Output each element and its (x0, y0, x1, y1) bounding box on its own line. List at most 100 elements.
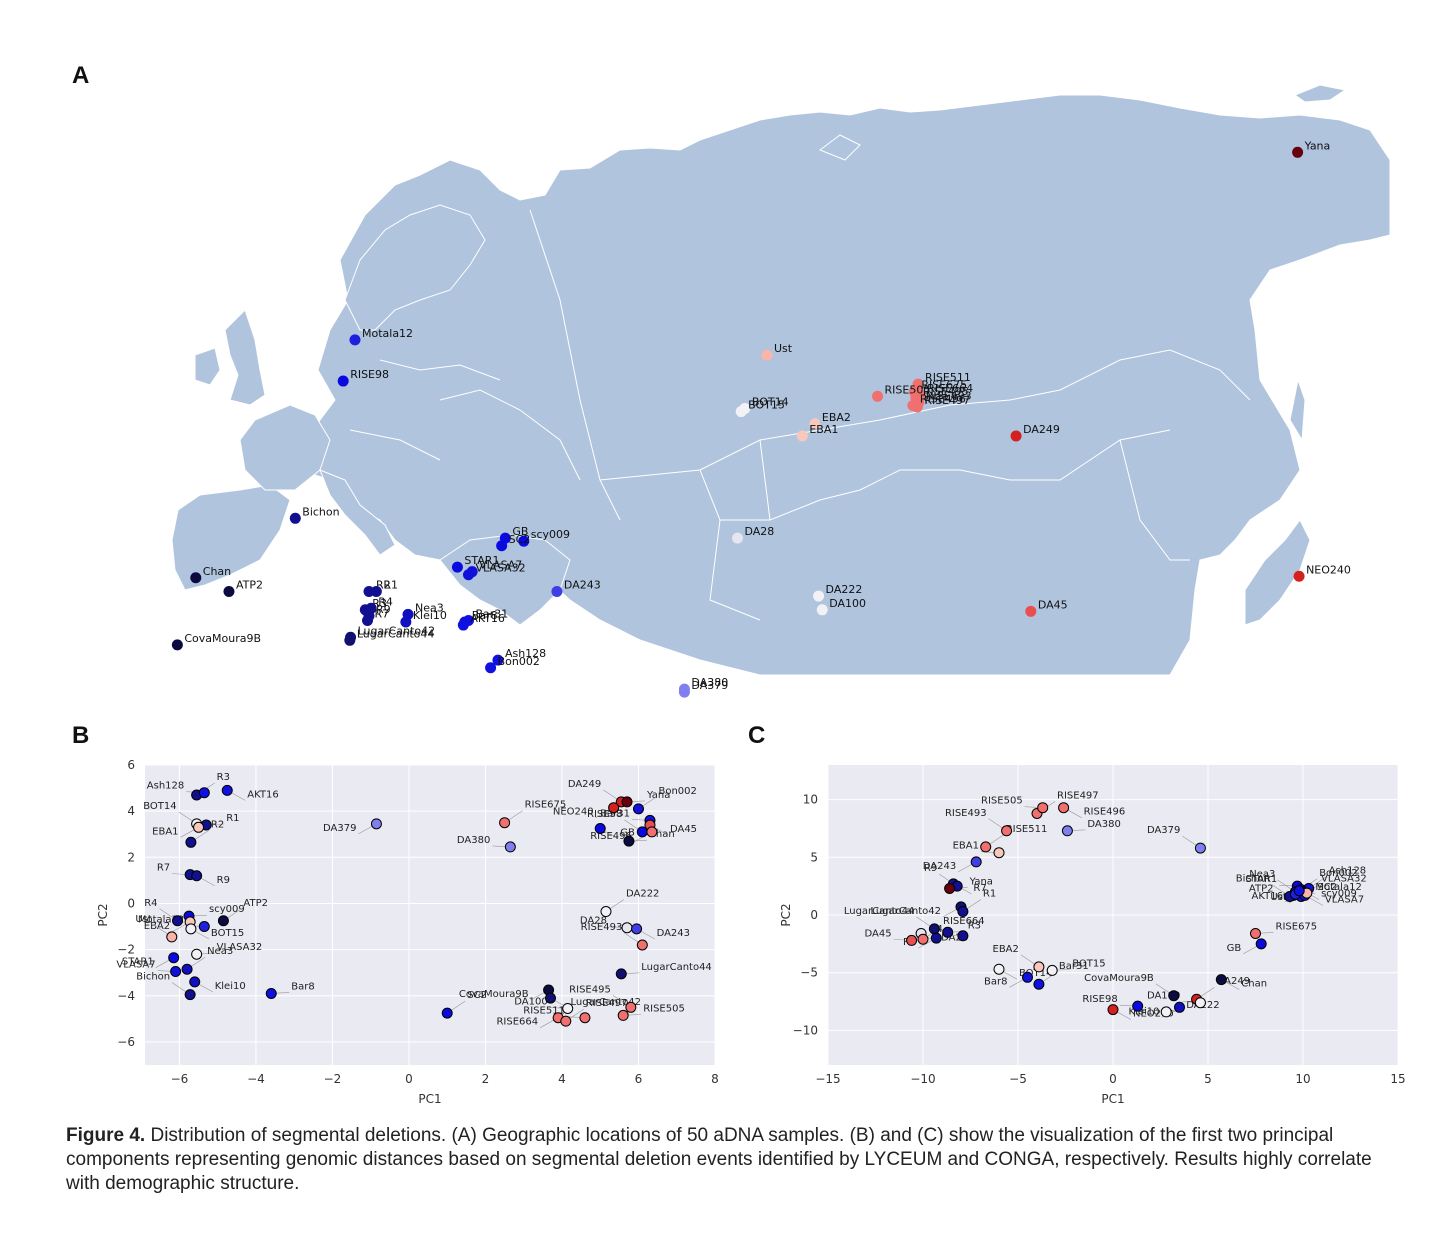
point-label-r2: R2 (211, 819, 224, 830)
point-label-vlasa7: VLASA7 (116, 960, 155, 971)
panel-a-label: A (72, 62, 90, 89)
map-label-klei10: Klei10 (413, 609, 447, 622)
point-label-sc2: SC2 (467, 990, 487, 1001)
map-point-scy009 (518, 535, 530, 547)
point-label-eba1: EBA1 (152, 826, 178, 837)
map-label-da380: DA380 (691, 676, 728, 689)
x-tick-label: −5 (1009, 1072, 1027, 1086)
caption-label: Figure 4. (66, 1125, 146, 1146)
x-tick-label: 6 (635, 1072, 643, 1086)
map-label-da249: DA249 (1023, 423, 1060, 436)
map-label-da379: DA379 (691, 679, 728, 692)
point-motala12 (198, 921, 210, 933)
point-label-da379: DA379 (1147, 825, 1180, 836)
point-label-rise495: RISE495 (569, 984, 611, 995)
point-ash128 (198, 787, 210, 799)
x-tick-label: −4 (247, 1072, 265, 1086)
map-point-da243 (551, 586, 563, 597)
point-label-bar8: Bar8 (984, 976, 1007, 987)
point-label-r7: R7 (973, 883, 986, 894)
map-point-eba2 (809, 418, 821, 430)
point-rise511 (579, 1012, 591, 1024)
map-label-chan: Chan (203, 565, 231, 578)
point-label-gb: GB (620, 827, 635, 838)
point-label-bot15: BOT15 (211, 928, 244, 939)
map-point-da222 (813, 590, 825, 602)
map-label-bot15: BOT15 (748, 399, 785, 412)
map-point-akt16 (457, 619, 469, 631)
map-label-da222: DA222 (826, 583, 863, 596)
map-label-da28: DA28 (744, 525, 774, 538)
x-tick-label: 15 (1390, 1072, 1405, 1086)
point-label-bon002: Bon002 (1319, 868, 1357, 879)
point-label-lugarcanto44: LugarCanto44 (641, 962, 712, 973)
point-bot15 (185, 923, 197, 935)
point-label-star1: STAR1 (1245, 874, 1277, 885)
map-point-star1 (451, 561, 463, 573)
point-bon002 (632, 803, 644, 815)
point-r3 (942, 926, 954, 938)
map-label-ash128: Ash128 (505, 647, 546, 660)
point-label-da28: DA28 (580, 916, 607, 927)
point-rise675 (1250, 927, 1261, 939)
point-label-atp2: ATP2 (1249, 883, 1274, 894)
point-label-rise664: RISE664 (496, 1017, 538, 1028)
x-tick-label: 4 (558, 1072, 566, 1086)
map-label-neo240: NEO240 (1306, 563, 1351, 576)
point-label-vlasa7: VLASA7 (1325, 894, 1364, 905)
point-label-da222: DA222 (626, 889, 659, 900)
point-da222 (600, 906, 612, 918)
point-klei10 (189, 976, 201, 988)
point-label-r1: R1 (226, 813, 239, 824)
point-label-nea3: Nea3 (1249, 869, 1275, 880)
point-r2 (930, 932, 942, 944)
map-label-lugarcanto42: LugarCanto42 (358, 624, 436, 637)
point-yana (621, 796, 633, 808)
y-axis-label: PC2 (779, 903, 793, 926)
map-label-motala12: Motala12 (362, 327, 413, 340)
point-label-r9: R9 (217, 875, 230, 886)
map-point-r7 (362, 614, 374, 626)
x-tick-label: −10 (910, 1072, 935, 1086)
point-ust (166, 931, 178, 943)
map-label-yana: Yana (1304, 139, 1331, 152)
point-label-da45: DA45 (865, 928, 892, 939)
map-point-bichon (289, 512, 301, 524)
map-label-akt16: AKT16 (470, 612, 505, 625)
map-label-da100: DA100 (829, 597, 866, 610)
point-da45 (906, 934, 918, 946)
point-da243 (970, 856, 982, 868)
country-borders (349, 209, 1251, 621)
point-label-r3: R3 (968, 920, 981, 931)
map-sample-points: Yana Motala12 RISE98 Ust RISE511RISE675RISE6… (171, 139, 1351, 698)
point-label-bot15: BOT15 (1072, 958, 1105, 969)
point-vlasa32 (191, 948, 203, 960)
map-label-star1: STAR1 (464, 554, 499, 567)
map-label-rise497: RISE497 (924, 394, 970, 407)
y-tick-label: 4 (127, 804, 135, 818)
point-chan (1215, 974, 1227, 986)
point-label-motala12: Motala12 (1315, 882, 1361, 893)
point-bar8 (1022, 971, 1033, 983)
map-label-bichon: Bichon (302, 505, 339, 518)
point-bichon (184, 989, 196, 1001)
point-da100 (562, 1002, 574, 1014)
map-point-da249 (1010, 430, 1022, 442)
point-label-eba2: EBA2 (993, 944, 1019, 955)
point-label-da28: DA28 (941, 932, 968, 943)
map-label-rise98: RISE98 (350, 368, 389, 381)
point-label-scy009: scy009 (209, 904, 245, 915)
map-point-yana (1292, 146, 1304, 158)
map-label-atp2: ATP2 (236, 579, 263, 592)
point-label-klei10: Klei10 (1129, 1006, 1160, 1017)
point-lugarcanto42 (545, 992, 557, 1004)
point-rise493 (1001, 825, 1013, 837)
point-label-star1: STAR1 (122, 957, 154, 968)
point-label-eba1: EBA1 (953, 841, 979, 852)
y-tick-label: 10 (803, 793, 818, 807)
map-label-nea3: Nea3 (415, 601, 444, 614)
x-tick-label: 0 (1109, 1072, 1117, 1086)
x-tick-label: 5 (1204, 1072, 1212, 1086)
point-label-covamoura9b: CovaMoura9B (459, 989, 529, 1000)
x-tick-label: −15 (815, 1072, 840, 1086)
